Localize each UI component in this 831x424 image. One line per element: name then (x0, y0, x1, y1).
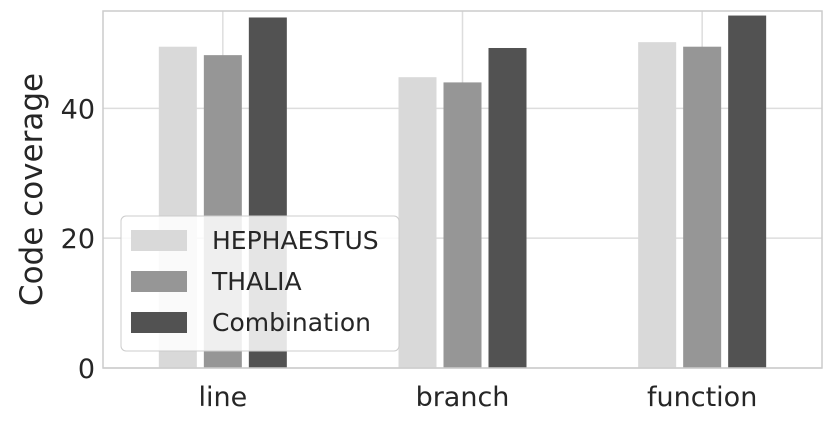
y-tick-labels: 0 20 40 (61, 94, 95, 385)
x-tick-label: line (198, 382, 247, 413)
bar (488, 47, 527, 369)
y-tick-label: 0 (78, 354, 95, 385)
x-tick-labels: line branch function (198, 382, 757, 413)
x-tick-label: branch (416, 382, 510, 413)
x-tick-label: function (647, 382, 757, 413)
bar (728, 15, 767, 368)
legend-label: Combination (212, 308, 371, 337)
legend-swatch (131, 271, 187, 292)
bar (443, 82, 482, 369)
plot-frame (102, 10, 823, 369)
legend-label: THALIA (211, 267, 302, 296)
bar (683, 46, 722, 368)
y-tick-label: 20 (61, 224, 95, 255)
legend-box (120, 215, 400, 352)
legend-label: HEPHAESTUS (212, 226, 379, 255)
y-tick-label: 40 (61, 94, 95, 125)
bar (638, 42, 677, 368)
legend-swatch (131, 230, 187, 251)
bar (398, 77, 437, 368)
legend: HEPHAESTUS THALIA Combination (120, 215, 400, 352)
legend-swatch (131, 312, 187, 333)
y-axis-label: Code coverage (14, 73, 50, 306)
bars (158, 15, 767, 369)
